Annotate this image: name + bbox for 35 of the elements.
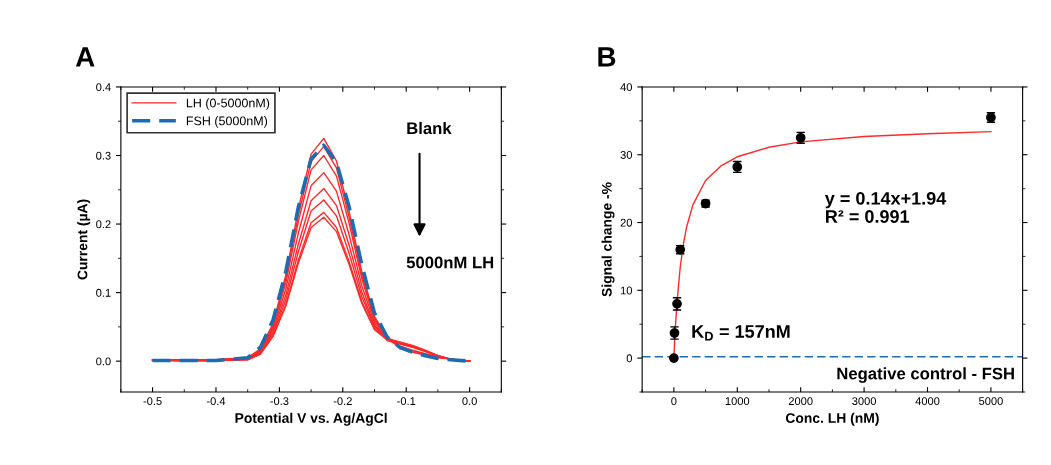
ref-line-label: Negative control - FSH — [837, 367, 1014, 383]
y-axis-title: Current (µA) — [77, 199, 91, 280]
x-tick-label: -0.5 — [143, 397, 162, 406]
x-tick-label: 0.0 — [462, 397, 477, 406]
x-tick-label: 5000 — [979, 397, 1003, 406]
y-tick-label: 0.2 — [96, 220, 111, 229]
y-tick-label: 0.0 — [96, 357, 111, 366]
x-tick-label: 1000 — [725, 397, 750, 406]
y-tick-label: 0.3 — [96, 151, 111, 160]
y-tick-label: 30 — [620, 151, 633, 159]
chart-title: B — [598, 47, 616, 67]
x-tick-label: -0.2 — [333, 397, 352, 406]
y-tick-label: 0.1 — [96, 288, 111, 297]
x-tick-label: 3000 — [852, 397, 877, 406]
y-axis-title: Signal change -% — [601, 182, 615, 297]
x-tick-label: -0.1 — [397, 397, 416, 406]
x-axis-title: Conc. LH (nM) — [785, 412, 879, 426]
y-tick-label: 20 — [620, 218, 633, 227]
x-axis-title: Potential V vs. Ag/AgCl — [235, 412, 387, 426]
x-tick-label: -0.4 — [206, 397, 226, 406]
y-tick-label: 0.4 — [96, 83, 111, 92]
chart-title: A — [75, 47, 95, 67]
annotation: y = 0.14x+1.94 R² = 0.991 — [824, 191, 947, 223]
x-tick-label: 0 — [671, 397, 677, 406]
legend-label: LH (0-5000nM) — [186, 98, 270, 110]
y-tick-label: 40 — [620, 83, 633, 92]
x-tick-label: 4000 — [915, 397, 940, 406]
annotation: Blank — [407, 121, 452, 135]
legend-label: FSH (5000nM) — [186, 116, 268, 128]
x-tick-label: -0.3 — [270, 397, 289, 406]
y-tick-label: 0 — [626, 354, 632, 363]
x-tick-label: 2000 — [788, 397, 813, 406]
annotation: 5000nM LH — [406, 256, 494, 269]
annotation: K$_{D}$ = 157nM — [692, 325, 790, 341]
y-tick-label: 10 — [620, 286, 633, 295]
